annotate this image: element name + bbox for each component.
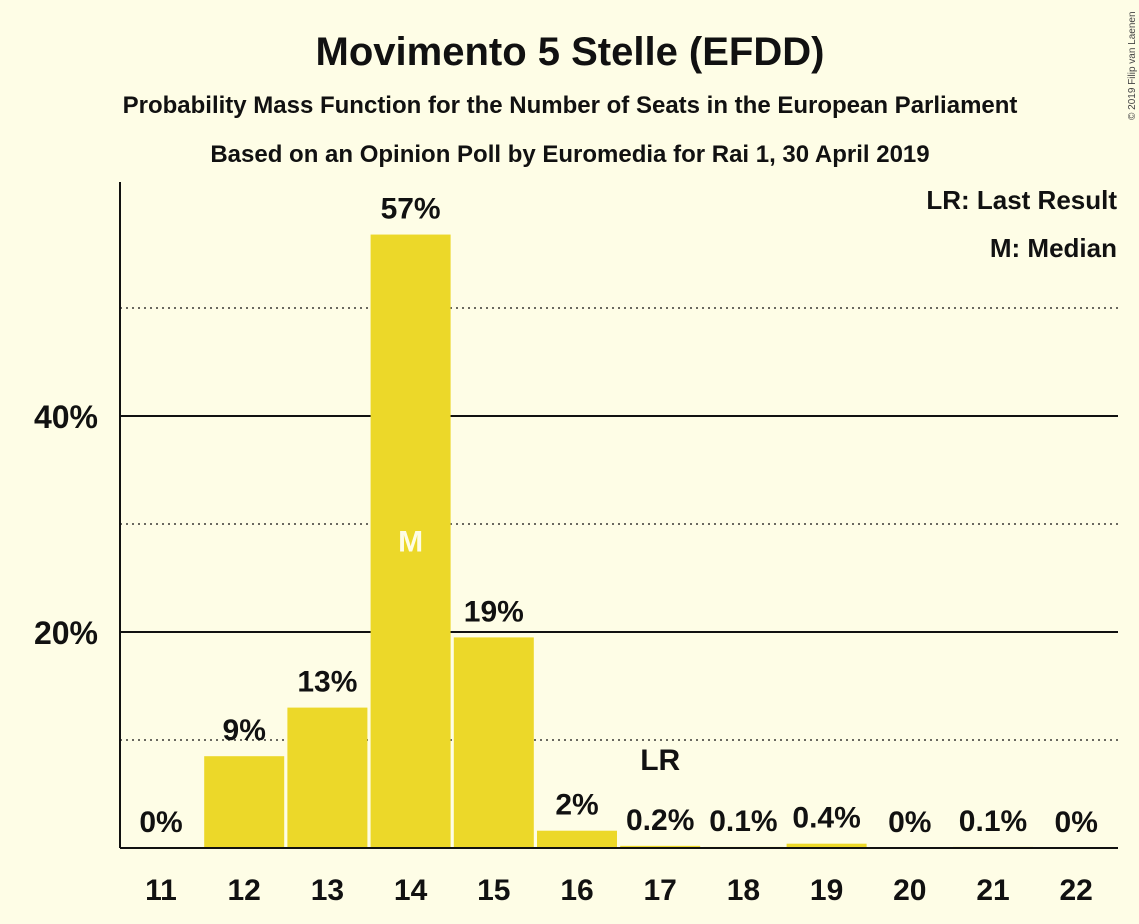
bar-12 — [204, 756, 285, 848]
x-tick-label: 13 — [311, 874, 344, 907]
x-tick-label: 21 — [976, 874, 1009, 907]
x-tick-label: 15 — [477, 874, 510, 907]
bar-value-label: 0.4% — [792, 802, 860, 835]
bar-value-label: 13% — [297, 666, 357, 699]
bar-value-label: 0.1% — [709, 805, 777, 838]
legend-median: M: Median — [990, 233, 1117, 263]
chart-subtitle: Probability Mass Function for the Number… — [123, 92, 1018, 119]
bar-15 — [453, 637, 534, 848]
bar-value-label: 0% — [888, 806, 931, 839]
x-tick-label: 20 — [893, 874, 926, 907]
last-result-marker: LR — [640, 744, 680, 777]
bar-value-label: 9% — [223, 714, 266, 747]
axes: 20% 40% 11 12 13 14 15 16 17 18 19 20 21 22 — [34, 182, 1118, 907]
chart-title: Movimento 5 Stelle (EFDD) — [316, 30, 825, 74]
bars — [204, 234, 1033, 848]
bar-value-label: 2% — [555, 789, 598, 822]
y-tick-label: 20% — [34, 615, 98, 651]
x-tick-label: 14 — [394, 874, 428, 907]
bar-labels: 0% 9% 13% 57% M 19% 2% 0.2% LR 0.1% 0.4% 0% 0.1% 0% — [139, 193, 1098, 839]
bar-19 — [786, 843, 867, 848]
bar-value-label: 0.2% — [626, 804, 694, 837]
bar-17 — [620, 845, 701, 848]
bar-13 — [287, 707, 368, 848]
gridlines — [120, 307, 1118, 741]
x-tick-label: 12 — [228, 874, 261, 907]
x-tick-label: 16 — [560, 874, 593, 907]
bar-value-label: 57% — [381, 193, 441, 226]
median-marker: M — [398, 525, 423, 558]
bar-value-label: 0.1% — [959, 805, 1027, 838]
copyright-text: © 2019 Filip van Laenen — [1127, 11, 1138, 120]
x-tick-label: 22 — [1060, 874, 1093, 907]
x-tick-label: 17 — [644, 874, 677, 907]
bar-value-label: 0% — [139, 806, 182, 839]
x-tick-label: 11 — [145, 874, 177, 907]
bar-16 — [537, 830, 617, 848]
chart-subtitle-source: Based on an Opinion Poll by Euromedia fo… — [210, 141, 929, 168]
x-tick-label: 19 — [810, 874, 843, 907]
legend-last-result: LR: Last Result — [926, 185, 1117, 215]
bar-14 — [370, 234, 451, 848]
y-tick-label: 40% — [34, 399, 98, 435]
bar-value-label: 0% — [1055, 806, 1098, 839]
bar-value-label: 19% — [464, 595, 524, 628]
x-tick-label: 18 — [727, 874, 760, 907]
